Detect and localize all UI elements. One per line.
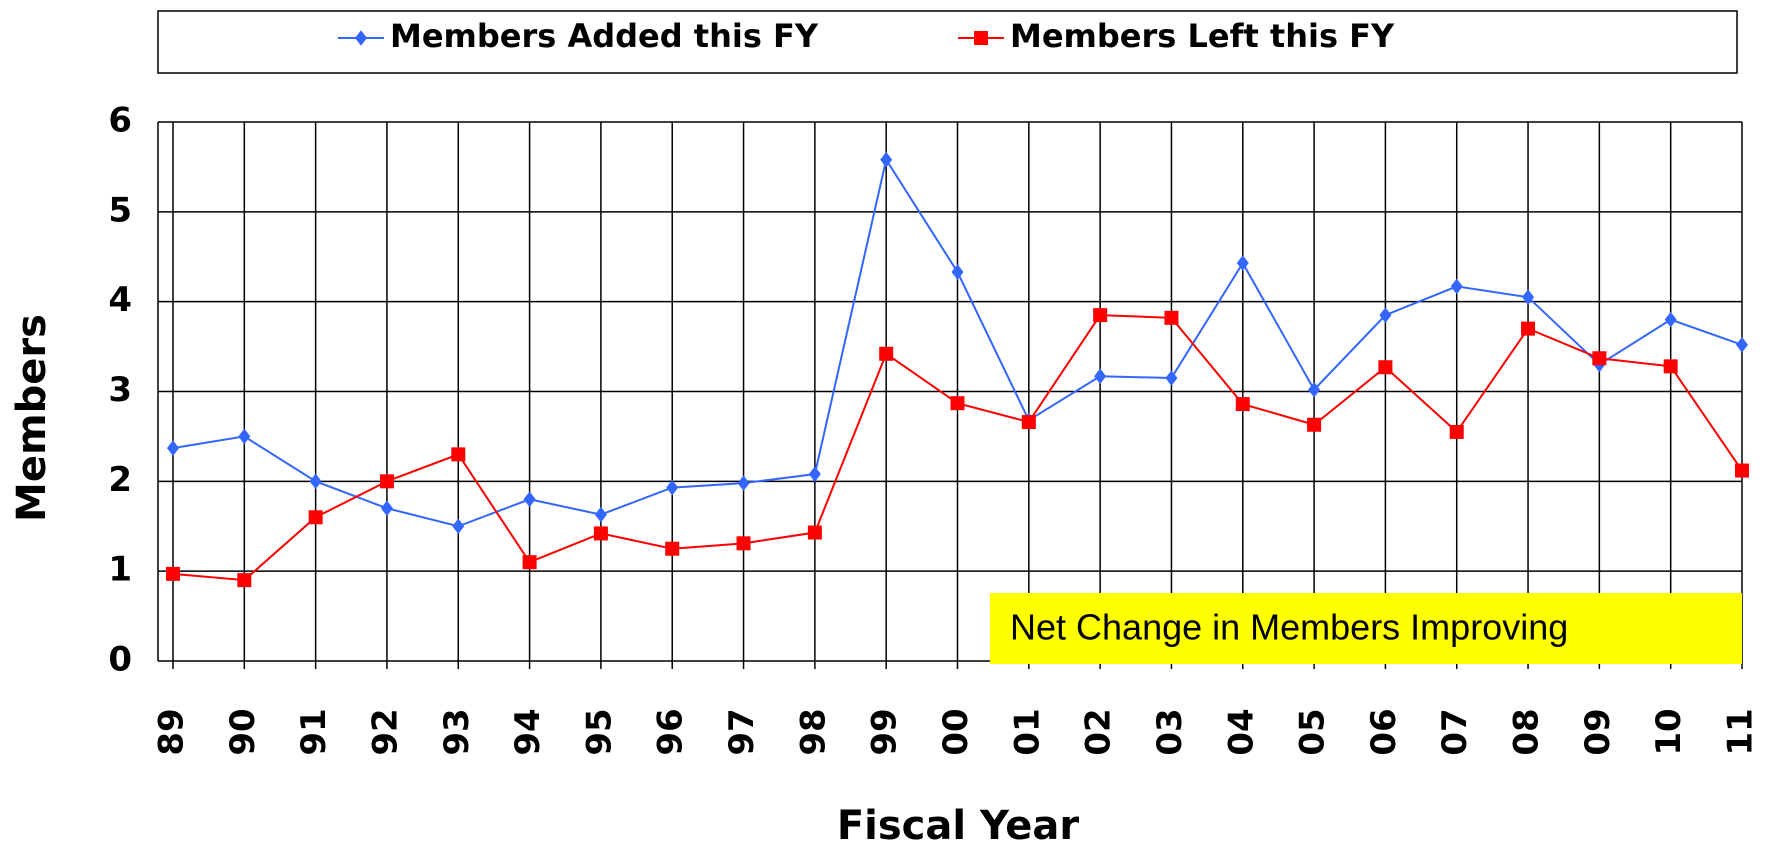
point — [309, 473, 322, 490]
point — [950, 396, 965, 411]
point — [167, 440, 179, 456]
point — [879, 346, 894, 361]
x-tick-label: 11 — [1721, 708, 1761, 755]
legend-marker — [355, 30, 367, 46]
point — [379, 474, 394, 489]
x-tick-label: 01 — [1007, 708, 1047, 755]
point — [1663, 359, 1678, 374]
point — [737, 475, 750, 491]
x-tick-label: 10 — [1649, 708, 1689, 755]
y-tick-label: 6 — [108, 101, 132, 141]
x-tick-label: 05 — [1293, 708, 1333, 755]
point — [1736, 336, 1748, 353]
point — [1735, 463, 1749, 478]
point — [951, 264, 964, 280]
point — [308, 510, 323, 525]
point — [593, 526, 608, 541]
x-tick-label: 93 — [437, 708, 477, 755]
x-tick-label: 99 — [865, 708, 905, 755]
x-tick-label: 00 — [936, 708, 976, 755]
x-tick-label: 90 — [223, 708, 263, 755]
x-tick-label: 04 — [1221, 708, 1261, 755]
y-tick-label: 4 — [108, 280, 132, 320]
point — [1449, 424, 1464, 439]
point — [666, 479, 679, 496]
x-tick-label: 06 — [1364, 708, 1404, 755]
x-tick-label: 89 — [152, 708, 192, 755]
x-tick-label: 03 — [1150, 708, 1190, 755]
point — [1522, 289, 1535, 305]
y-tick-label: 5 — [108, 190, 132, 230]
y-tick-label: 2 — [108, 460, 132, 500]
x-tick-label: 96 — [651, 708, 691, 755]
legend-label: Members Added this FY — [390, 17, 819, 55]
point — [1379, 307, 1392, 323]
point — [1521, 321, 1536, 336]
point — [1664, 311, 1677, 328]
x-tick-label: 02 — [1079, 708, 1119, 755]
point — [807, 525, 822, 540]
point — [237, 573, 252, 588]
legend-marker — [974, 31, 988, 45]
point — [1236, 255, 1249, 271]
point — [736, 536, 751, 551]
x-tick-label: 98 — [793, 708, 833, 755]
point — [1450, 278, 1463, 295]
point — [1093, 308, 1108, 323]
legend-label: Members Left this FY — [1010, 17, 1395, 55]
x-tick-label: 97 — [722, 708, 762, 755]
x-tick-label: 08 — [1507, 708, 1547, 755]
point — [1094, 368, 1107, 385]
point — [1592, 351, 1607, 366]
x-axis-title: Fiscal Year — [837, 803, 1080, 846]
y-tick-label: 0 — [108, 640, 132, 680]
point — [1378, 360, 1393, 375]
point — [451, 447, 466, 462]
point — [452, 518, 465, 535]
point — [522, 555, 537, 570]
point — [1307, 417, 1322, 432]
x-tick-label: 95 — [579, 708, 619, 755]
x-tick-label: 94 — [508, 708, 548, 755]
point — [1165, 370, 1178, 386]
point — [665, 541, 680, 556]
annotation-box — [990, 593, 1742, 664]
point — [238, 428, 251, 445]
x-tick-label: 07 — [1435, 708, 1475, 755]
point — [523, 491, 536, 508]
point — [880, 151, 893, 168]
point — [1021, 415, 1036, 430]
legend-box — [157, 10, 1738, 74]
point — [1164, 310, 1179, 325]
point — [1235, 397, 1250, 412]
point — [808, 466, 821, 482]
point — [1308, 381, 1321, 398]
point — [166, 566, 180, 581]
y-axis-title: Members — [9, 314, 55, 522]
x-tick-label: 09 — [1578, 708, 1618, 755]
point — [594, 506, 607, 523]
point — [380, 500, 393, 517]
x-tick-label: 91 — [294, 708, 334, 755]
y-tick-label: 1 — [108, 550, 132, 590]
annotation: Net Change in Members Improving — [1010, 607, 1568, 648]
x-tick-label: 92 — [365, 708, 405, 755]
y-tick-label: 3 — [108, 370, 132, 410]
